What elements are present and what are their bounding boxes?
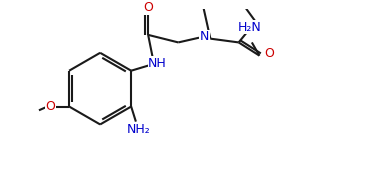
- Text: O: O: [264, 47, 274, 60]
- Text: H₂N: H₂N: [238, 21, 262, 34]
- Text: O: O: [143, 1, 153, 14]
- Text: NH₂: NH₂: [127, 123, 151, 136]
- Text: NH: NH: [148, 57, 167, 70]
- Text: O: O: [46, 100, 55, 113]
- Text: N: N: [200, 30, 209, 43]
